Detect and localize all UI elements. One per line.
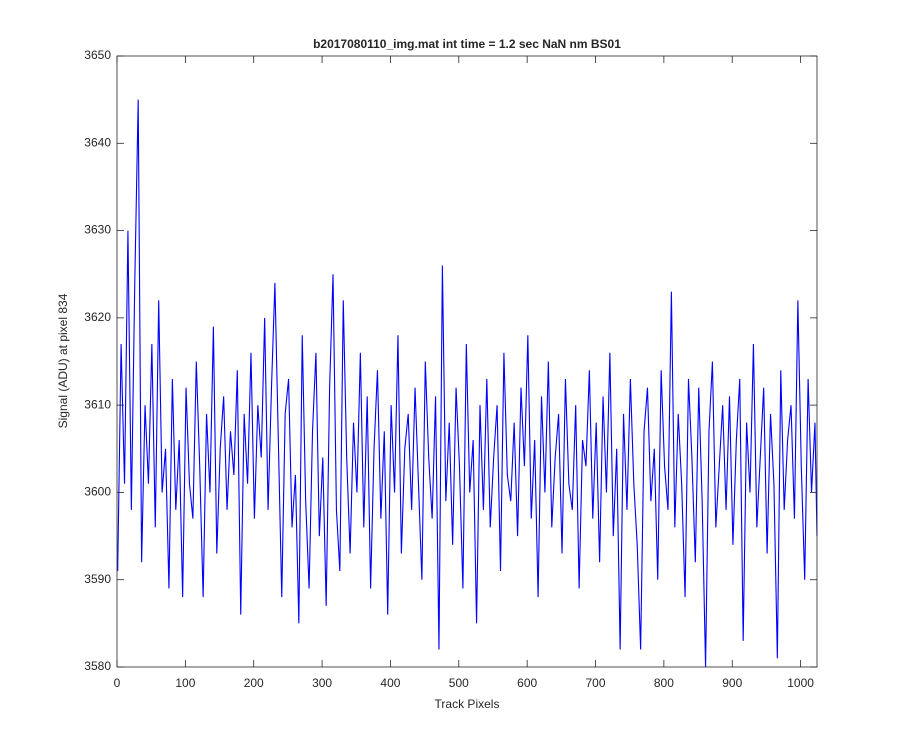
y-tick-label: 3590 [84, 572, 111, 586]
x-tick-label: 700 [586, 676, 606, 690]
x-tick-label: 1000 [787, 676, 814, 690]
x-axis-label: Track Pixels [435, 697, 500, 711]
y-tick-label: 3580 [84, 659, 111, 673]
x-tick-label: 500 [449, 676, 469, 690]
x-tick-label: 400 [380, 676, 400, 690]
y-tick-label: 3600 [84, 485, 111, 499]
x-tick-label: 0 [114, 676, 121, 690]
x-tick-label: 300 [312, 676, 332, 690]
y-axis-label: Signal (ADU) at pixel 834 [56, 293, 70, 428]
x-tick-label: 900 [722, 676, 742, 690]
chart-title: b2017080110_img.mat int time = 1.2 sec N… [313, 37, 621, 51]
y-tick-label: 3650 [84, 48, 111, 62]
y-tick-label: 3620 [84, 310, 111, 324]
plot-frame [116, 55, 818, 668]
y-tick-label: 3610 [84, 397, 111, 411]
x-tick-label: 200 [244, 676, 264, 690]
y-tick-label: 3630 [84, 223, 111, 237]
x-tick-label: 600 [517, 676, 537, 690]
x-tick-label: 100 [175, 676, 195, 690]
x-tick-label: 800 [654, 676, 674, 690]
y-tick-label: 3640 [84, 135, 111, 149]
data-line [117, 99, 818, 668]
